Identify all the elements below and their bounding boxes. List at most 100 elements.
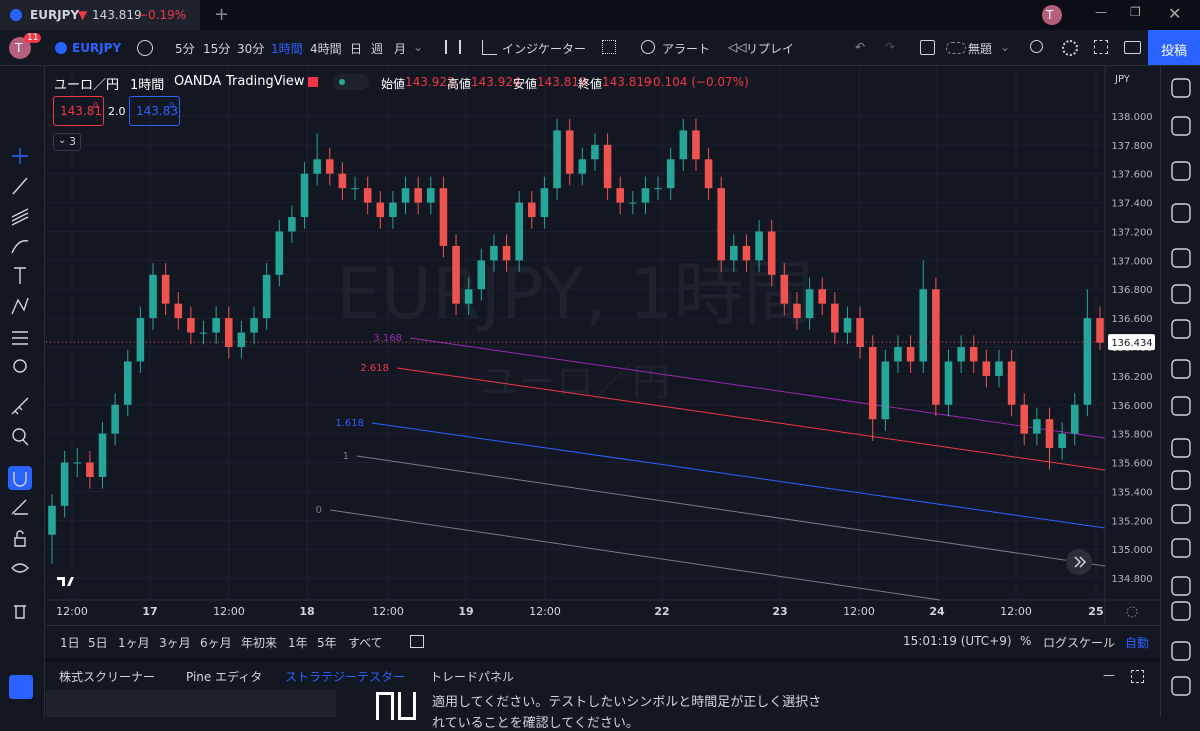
interval[interactable]: 週 — [371, 42, 384, 56]
sidebar-button[interactable] — [1171, 438, 1191, 458]
panel-tab[interactable]: 株式スクリーナー — [59, 670, 156, 684]
close[interactable]: ✕ — [1168, 4, 1182, 23]
interval-active[interactable]: 1時間 — [271, 42, 303, 56]
user-avatar[interactable] — [9, 37, 31, 59]
toolbar-icons — [8, 148, 33, 699]
drawing-tool[interactable] — [12, 177, 28, 195]
drawing-tool[interactable] — [11, 499, 28, 515]
interval[interactable]: 4時間 — [310, 42, 342, 56]
sidebar-button[interactable] — [1171, 641, 1191, 661]
publish-button[interactable] — [1148, 30, 1200, 65]
candle-body — [730, 245, 738, 261]
interval[interactable]: 月 — [394, 42, 407, 56]
settings-button[interactable] — [1062, 40, 1078, 56]
replay-button[interactable]: リプレイ — [746, 42, 795, 56]
candle-body — [351, 188, 359, 190]
sidebar-button[interactable] — [1171, 601, 1191, 621]
layout-dropdown[interactable]: ⌄ — [1000, 40, 1011, 54]
avatar-letter: T — [15, 41, 23, 55]
candle-body — [957, 347, 965, 362]
drawing-tool[interactable] — [11, 208, 29, 226]
range-button[interactable]: 年初来 — [241, 636, 278, 650]
interval[interactable]: 30分 — [237, 42, 265, 56]
drawing-tool[interactable] — [11, 240, 29, 254]
auto-toggle[interactable]: 自動 — [1125, 636, 1150, 650]
range-button[interactable]: 3ヶ月 — [159, 636, 191, 650]
drawing-tool[interactable] — [12, 148, 28, 164]
flag[interactable] — [308, 77, 318, 87]
chart-type-button[interactable] — [445, 40, 461, 54]
drawing-tool[interactable] — [11, 563, 29, 573]
interval[interactable]: 15分 — [203, 42, 231, 56]
sidebar-button[interactable] — [1171, 78, 1191, 98]
sidebar-button[interactable] — [1171, 359, 1191, 379]
redo[interactable]: ↷ — [885, 40, 896, 54]
currency-label[interactable]: JPY — [1115, 74, 1130, 85]
sidebar-button[interactable] — [1171, 538, 1191, 558]
screenshot-button[interactable] — [1124, 41, 1141, 54]
panel-maximize[interactable] — [1131, 670, 1144, 683]
indicators-button[interactable]: インジケーター — [502, 42, 587, 56]
sidebar-button[interactable] — [1171, 676, 1191, 696]
sidebar-button[interactable] — [1171, 248, 1191, 268]
sell-button[interactable] — [53, 96, 104, 126]
search-button[interactable] — [1030, 40, 1043, 53]
sidebar-button[interactable] — [1171, 504, 1191, 524]
drawing-tool[interactable] — [14, 530, 26, 547]
undo[interactable]: ↶ — [855, 40, 866, 54]
percent-toggle[interactable]: % — [1020, 634, 1032, 648]
y-tick-label: 137.800 — [1111, 141, 1152, 152]
range-button[interactable]: 1日 — [60, 636, 80, 650]
new-tab[interactable]: + — [214, 4, 230, 25]
minimize[interactable]: — — [1095, 5, 1107, 19]
range-button[interactable]: 1年 — [288, 636, 308, 650]
drawing-tool[interactable] — [14, 605, 26, 619]
panel-tab-active[interactable]: ストラテジーテスター — [285, 670, 406, 684]
tab[interactable] — [0, 0, 200, 30]
sidebar-button[interactable] — [1171, 576, 1191, 596]
panel-message: れていることを確認してください。 — [432, 716, 639, 731]
sidebar-button[interactable] — [1171, 284, 1191, 304]
indicators-toggle[interactable] — [53, 133, 81, 151]
drawing-tool[interactable] — [12, 428, 29, 446]
range-button[interactable]: 5日 — [88, 636, 108, 650]
interval[interactable]: 5分 — [175, 42, 195, 56]
drawing-tool[interactable] — [13, 472, 27, 487]
sidebar-button[interactable] — [1171, 203, 1191, 223]
restore[interactable]: ❐ — [1130, 5, 1141, 19]
user-avatar[interactable] — [1042, 5, 1062, 25]
panel-tab[interactable]: Pine エディタ — [186, 670, 263, 684]
candle-body — [679, 130, 688, 160]
sidebar-button[interactable] — [1171, 116, 1191, 136]
sidebar-button[interactable] — [1171, 161, 1191, 181]
log-toggle[interactable]: ログスケール — [1043, 636, 1116, 650]
templates-button[interactable] — [602, 40, 616, 54]
drawing-tool[interactable] — [14, 267, 26, 284]
range-button[interactable]: 5年 — [317, 636, 337, 650]
layout-button[interactable] — [920, 40, 935, 55]
sidebar-button[interactable] — [1171, 319, 1191, 339]
drawing-tool[interactable] — [13, 359, 27, 373]
interval[interactable]: 日 — [350, 42, 363, 56]
drawing-tool[interactable] — [12, 331, 28, 345]
buy-button[interactable] — [129, 96, 180, 126]
candle-body — [389, 202, 397, 218]
sidebar-button[interactable] — [1171, 396, 1191, 416]
favorites-button[interactable] — [9, 675, 33, 699]
interval-dropdown[interactable]: ⌄ — [413, 40, 424, 54]
layout-name[interactable]: 無題 — [968, 42, 993, 56]
range-button[interactable]: 1ヶ月 — [118, 636, 150, 650]
drawing-tool[interactable] — [11, 297, 29, 315]
alert-button[interactable]: アラート — [662, 42, 711, 56]
panel-minimize[interactable]: — — [1103, 668, 1115, 682]
fullscreen-button[interactable] — [1094, 40, 1108, 54]
panel-tab[interactable]: トレードパネル — [430, 670, 515, 684]
drawing-favorites — [46, 690, 336, 717]
compare-button[interactable] — [137, 40, 153, 56]
drawing-tool[interactable] — [11, 397, 29, 415]
sidebar-button[interactable] — [1171, 470, 1191, 490]
symbol-search[interactable]: EURJPY — [72, 41, 122, 55]
range-button[interactable]: 6ヶ月 — [200, 636, 232, 650]
range-button[interactable]: すべて — [348, 636, 383, 650]
goto-date[interactable] — [410, 635, 424, 648]
